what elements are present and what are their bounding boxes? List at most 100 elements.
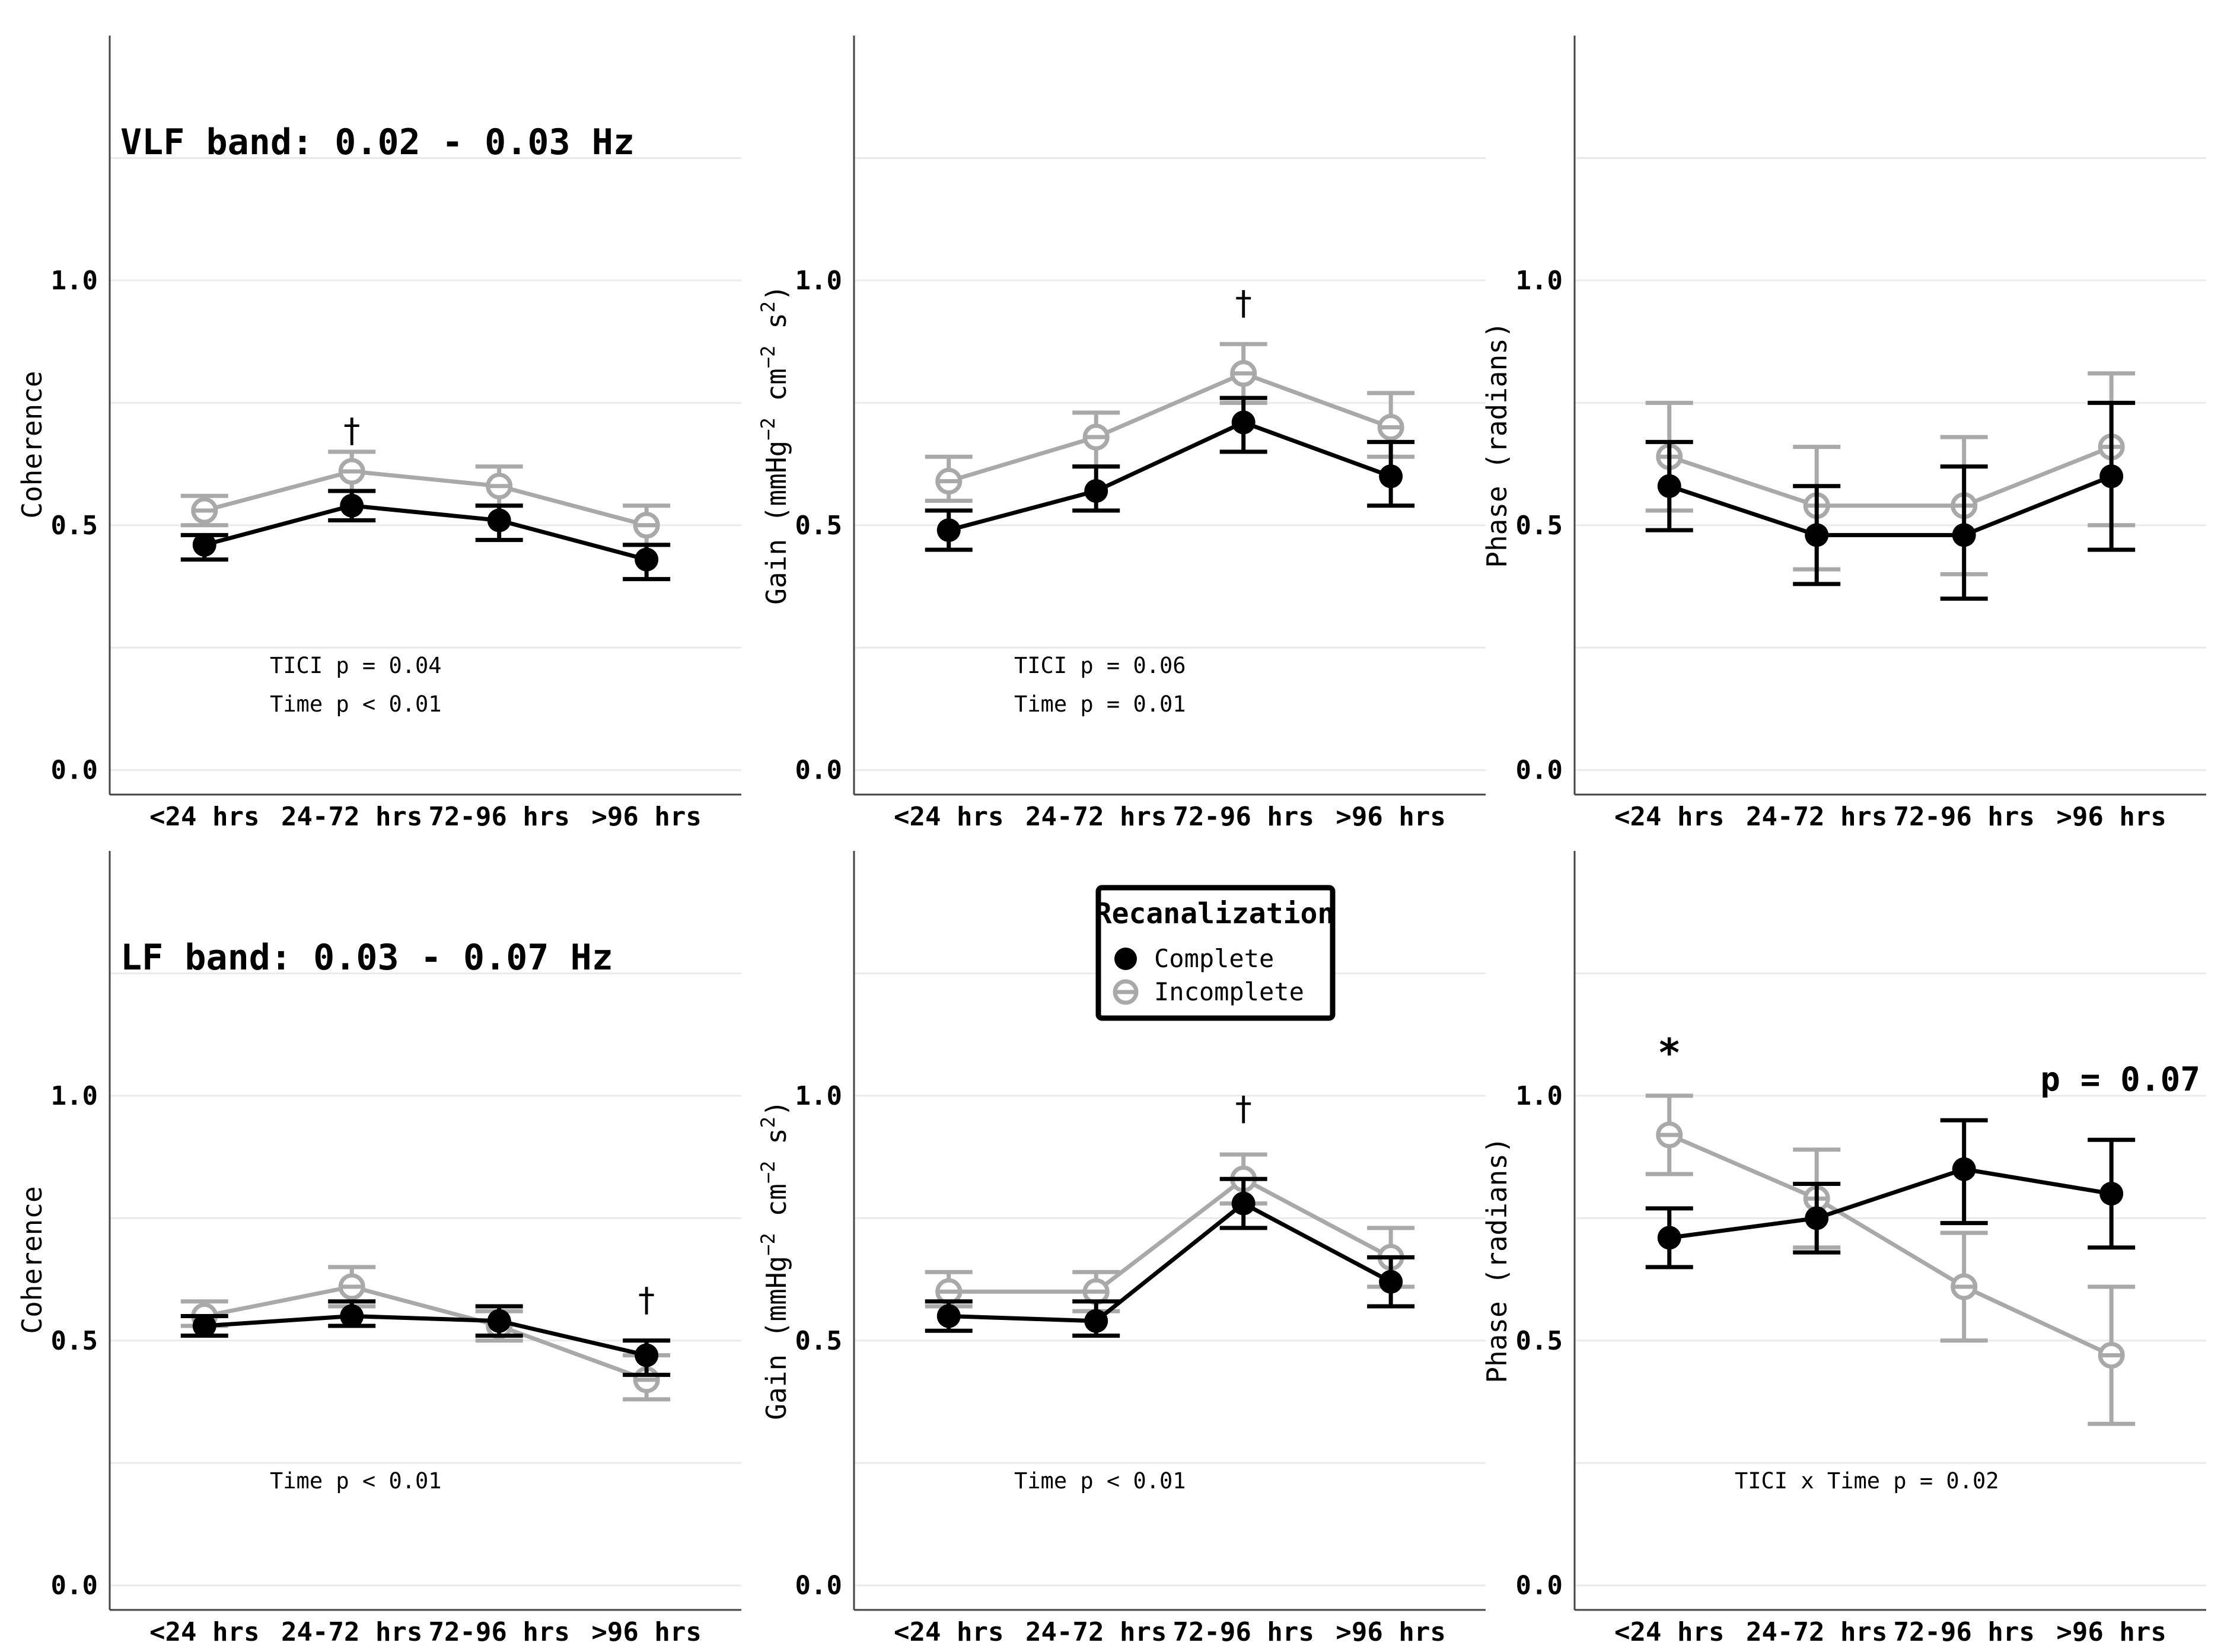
- data-point: [1805, 1206, 1829, 1230]
- y-tick-label: 0.5: [1516, 511, 1563, 541]
- y-tick-label: 0.0: [795, 755, 842, 786]
- data-point: [486, 473, 513, 500]
- dagger-marker: †: [1234, 1090, 1254, 1128]
- panel-r0c2: 0.0 0.5 1.0 <24 hrs 24-72 hrs 72-96 hrs >96 hr…: [1481, 36, 2206, 832]
- y-axis-label-part: 2: [757, 1117, 779, 1128]
- data-point: [1952, 523, 1976, 547]
- y-axis-label-part: Gain (mmHg: [760, 441, 792, 605]
- series-incomplete: [180, 449, 671, 547]
- data-point: [192, 1314, 216, 1338]
- y-tick-label: 0.0: [1516, 1571, 1563, 1601]
- x-tick-label: 24-72 hrs: [1025, 802, 1167, 832]
- legend-complete-label: Complete: [1154, 944, 1274, 973]
- y-axis-label-part: Gain (mmHg: [760, 1256, 792, 1420]
- data-point: [635, 1343, 659, 1367]
- series-line: [1668, 474, 2113, 537]
- y-axis-label: Phase (radians): [1481, 321, 1513, 567]
- y-axis-label-part: s: [760, 1128, 792, 1160]
- data-point: [1379, 464, 1403, 489]
- data-point: [936, 1304, 961, 1328]
- x-tick-label: 24-72 hrs: [281, 802, 422, 832]
- y-tick-label: 0.5: [51, 511, 98, 541]
- y-axis-label-part: 2: [757, 301, 779, 312]
- stat-text: Time p = 0.01: [1014, 691, 1186, 717]
- data-point: [338, 458, 365, 485]
- y-tick-label: 1.0: [795, 266, 842, 296]
- series-line: [203, 503, 648, 562]
- x-tick-label: 72-96 hrs: [428, 1617, 569, 1647]
- band-label: VLF band: 0.02 - 0.03 Hz: [120, 122, 635, 163]
- data-point: [1657, 474, 1681, 498]
- legend-complete-marker: [1114, 948, 1137, 970]
- y-tick-label: 1.0: [51, 1081, 98, 1111]
- x-tick-label: >96 hrs: [2056, 1617, 2166, 1647]
- data-point: [1084, 479, 1108, 503]
- data-point: [635, 547, 659, 572]
- data-point: [1656, 1121, 1683, 1149]
- series-line: [204, 1314, 647, 1357]
- x-tick-label: 24-72 hrs: [1025, 1617, 1167, 1647]
- y-tick-label: 1.0: [795, 1081, 842, 1111]
- data-point: [936, 518, 961, 543]
- x-tick-label: >96 hrs: [1336, 802, 1445, 832]
- y-axis-label-part: −2: [757, 1233, 779, 1256]
- y-tick-label: 0.0: [51, 755, 98, 786]
- y-tick-label: 1.0: [1516, 1081, 1563, 1111]
- series-line: [203, 469, 648, 528]
- series-line: [1668, 1133, 2113, 1357]
- dagger-marker: †: [342, 412, 362, 450]
- panel-r0c0: 0.0 0.5 1.0 <24 hrs 24-72 hrs 72-96 hrs >96 hr…: [16, 36, 741, 832]
- data-point: [1952, 1157, 1976, 1181]
- data-point: [1230, 360, 1257, 387]
- series-line: [948, 1176, 1392, 1294]
- data-point: [191, 497, 218, 524]
- x-tick-label: 24-72 hrs: [281, 1617, 422, 1647]
- y-axis-label-part: ): [760, 1100, 792, 1117]
- x-tick-label: >96 hrs: [2056, 802, 2166, 832]
- x-tick-label: 72-96 hrs: [1893, 1617, 2034, 1647]
- legend-title: Recanalization: [1095, 897, 1335, 930]
- stat-text: TICI p = 0.06: [1014, 653, 1186, 678]
- x-tick-label: <24 hrs: [149, 802, 259, 832]
- y-axis-label: Phase (radians): [1481, 1137, 1513, 1383]
- x-tick-label: 24-72 hrs: [1746, 802, 1887, 832]
- y-axis-label-part: cm: [760, 1184, 792, 1233]
- series-line: [1669, 1167, 2112, 1240]
- data-point: [487, 508, 511, 532]
- series-line: [948, 371, 1392, 483]
- data-point: [340, 1304, 364, 1328]
- y-axis-label: Coherence: [16, 1186, 48, 1334]
- stat-text: Time p < 0.01: [270, 691, 442, 717]
- series-incomplete: [1645, 1093, 2136, 1426]
- series-line: [204, 1284, 648, 1382]
- y-tick-label: 0.5: [795, 1326, 842, 1356]
- data-point: [338, 1273, 365, 1300]
- y-tick-label: 0.0: [51, 1571, 98, 1601]
- y-tick-label: 0.5: [51, 1326, 98, 1356]
- stat-text: TICI x Time p = 0.02: [1735, 1468, 1999, 1494]
- y-axis-label-part: −2: [757, 417, 779, 441]
- x-tick-label: 24-72 hrs: [1746, 1617, 1887, 1647]
- y-tick-label: 1.0: [1516, 266, 1563, 296]
- legend-incomplete-label: Incomplete: [1154, 977, 1304, 1006]
- x-tick-label: 72-96 hrs: [1172, 802, 1314, 832]
- series-line: [948, 420, 1392, 532]
- band-label: LF band: 0.03 - 0.07 Hz: [120, 937, 613, 978]
- series-incomplete: [925, 342, 1415, 503]
- y-tick-label: 0.5: [795, 511, 842, 541]
- y-axis-label: Coherence: [16, 371, 48, 518]
- data-point: [487, 1309, 511, 1333]
- x-tick-label: >96 hrs: [591, 802, 701, 832]
- y-axis-label-part: s: [760, 312, 792, 345]
- x-tick-label: >96 hrs: [591, 1617, 701, 1647]
- dagger-marker: †: [1234, 285, 1254, 323]
- series-complete: [925, 396, 1415, 552]
- y-tick-label: 0.5: [1516, 1326, 1563, 1356]
- x-tick-label: <24 hrs: [1614, 1617, 1724, 1647]
- y-tick-label: 0.0: [1516, 755, 1563, 786]
- data-point: [1231, 410, 1256, 435]
- data-point: [192, 532, 216, 557]
- data-point: [1084, 1309, 1108, 1333]
- y-axis-label-part: cm: [760, 368, 792, 417]
- p-value-annotation: p = 0.07: [2040, 1061, 2200, 1099]
